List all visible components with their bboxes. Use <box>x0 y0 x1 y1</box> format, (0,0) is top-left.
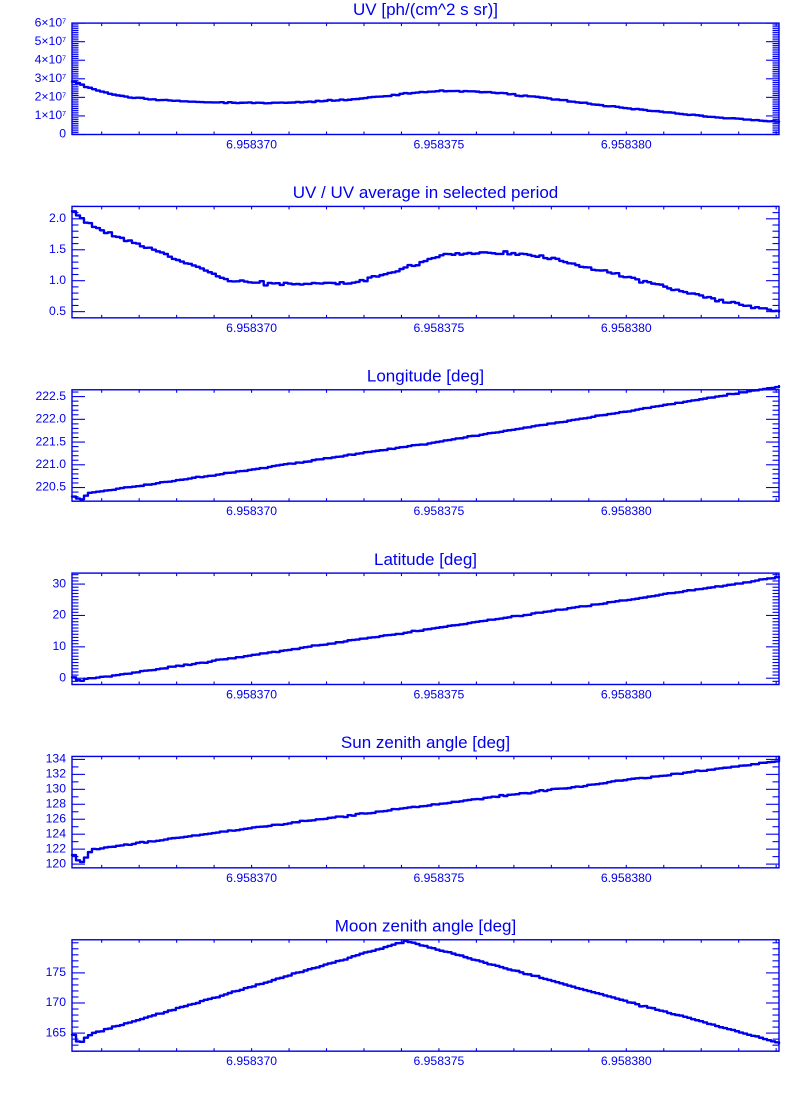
svg-text:222.0: 222.0 <box>36 412 67 426</box>
svg-text:10: 10 <box>52 639 66 653</box>
svg-text:Sun zenith angle [deg]: Sun zenith angle [deg] <box>341 733 510 752</box>
svg-text:221.0: 221.0 <box>36 457 67 471</box>
svg-text:220.5: 220.5 <box>36 480 67 494</box>
svg-text:222.5: 222.5 <box>36 389 67 403</box>
svg-text:Longitude [deg]: Longitude [deg] <box>367 367 484 386</box>
svg-text:6.958380: 6.958380 <box>601 1054 652 1068</box>
svg-text:6×107: 6×107 <box>35 15 66 29</box>
svg-text:5×107: 5×107 <box>35 34 66 48</box>
svg-text:0: 0 <box>59 127 66 141</box>
svg-text:6.958380: 6.958380 <box>601 138 652 152</box>
svg-text:6.958375: 6.958375 <box>413 321 464 335</box>
svg-text:122: 122 <box>46 841 67 855</box>
svg-text:6.958370: 6.958370 <box>226 871 277 885</box>
svg-text:30: 30 <box>52 576 66 590</box>
svg-text:6.958375: 6.958375 <box>413 138 464 152</box>
svg-text:170: 170 <box>46 995 67 1009</box>
svg-text:6.958375: 6.958375 <box>413 504 464 518</box>
svg-text:221.5: 221.5 <box>36 434 67 448</box>
svg-text:126: 126 <box>46 811 67 825</box>
svg-text:124: 124 <box>46 826 67 840</box>
svg-text:120: 120 <box>46 856 67 870</box>
svg-text:6.958380: 6.958380 <box>601 321 652 335</box>
svg-text:6.958375: 6.958375 <box>413 871 464 885</box>
svg-text:1.0: 1.0 <box>49 273 66 287</box>
svg-text:UV [ph/(cm^2 s sr)]: UV [ph/(cm^2 s sr)] <box>353 0 498 19</box>
svg-text:20: 20 <box>52 608 66 622</box>
svg-text:6.958375: 6.958375 <box>413 688 464 702</box>
svg-text:4×107: 4×107 <box>35 52 66 66</box>
svg-text:Latitude [deg]: Latitude [deg] <box>374 550 477 569</box>
svg-text:1.5: 1.5 <box>49 242 66 256</box>
svg-text:6.958370: 6.958370 <box>226 1054 277 1068</box>
svg-text:165: 165 <box>46 1025 67 1039</box>
svg-text:6.958370: 6.958370 <box>226 321 277 335</box>
svg-text:0: 0 <box>59 670 66 684</box>
svg-text:UV / UV average in selected pe: UV / UV average in selected period <box>293 183 559 202</box>
svg-text:6.958380: 6.958380 <box>601 504 652 518</box>
svg-text:6.958380: 6.958380 <box>601 871 652 885</box>
svg-text:0.5: 0.5 <box>49 304 66 318</box>
svg-text:130: 130 <box>46 782 67 796</box>
svg-text:6.958370: 6.958370 <box>226 138 277 152</box>
svg-text:2.0: 2.0 <box>49 211 66 225</box>
svg-text:1×107: 1×107 <box>35 108 66 122</box>
svg-text:Moon zenith angle [deg]: Moon zenith angle [deg] <box>335 917 516 936</box>
svg-text:2×107: 2×107 <box>35 90 66 104</box>
svg-text:3×107: 3×107 <box>35 71 66 85</box>
svg-text:128: 128 <box>46 797 67 811</box>
svg-text:175: 175 <box>46 965 67 979</box>
svg-text:6.958380: 6.958380 <box>601 688 652 702</box>
svg-text:6.958370: 6.958370 <box>226 688 277 702</box>
svg-text:6.958375: 6.958375 <box>413 1054 464 1068</box>
svg-text:6.958370: 6.958370 <box>226 504 277 518</box>
svg-text:134: 134 <box>46 752 67 766</box>
svg-text:132: 132 <box>46 767 67 781</box>
